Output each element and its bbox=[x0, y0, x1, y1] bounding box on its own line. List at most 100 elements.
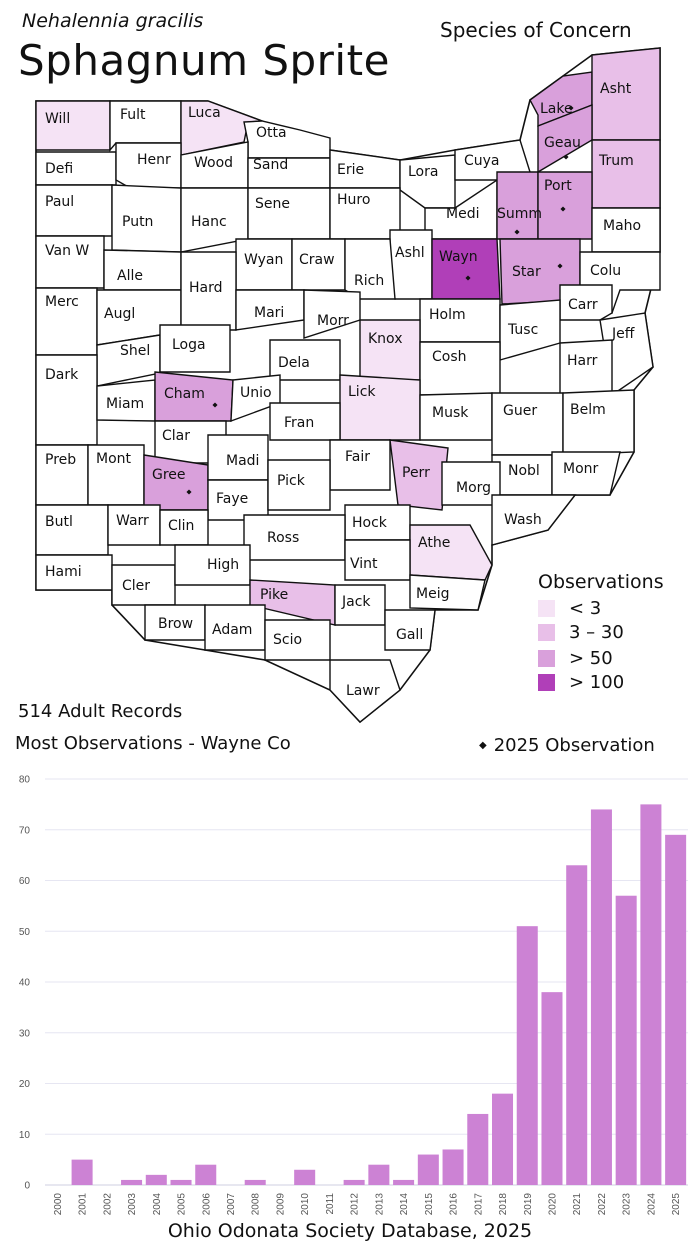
records-count: 514 Adult Records bbox=[18, 701, 183, 722]
county-label: Otta bbox=[256, 125, 287, 141]
y-tick-label: 80 bbox=[19, 775, 31, 786]
county-label: Fair bbox=[345, 449, 370, 465]
county-label: Faye bbox=[216, 491, 248, 507]
county-label: Port bbox=[544, 178, 572, 194]
x-tick-label: 2012 bbox=[350, 1193, 361, 1216]
county-label: Fult bbox=[120, 107, 146, 123]
obs-2025-label: 2025 Observation bbox=[493, 735, 655, 756]
county-label: Hard bbox=[189, 280, 223, 296]
county-label: Jeff bbox=[611, 326, 635, 342]
bar-2010 bbox=[294, 1169, 316, 1185]
bar-2020 bbox=[541, 992, 563, 1185]
conservation-status: Species of Concern bbox=[440, 18, 632, 42]
county-wash bbox=[491, 494, 577, 546]
county-label: Harr bbox=[567, 353, 598, 369]
county-label: Alle bbox=[117, 268, 143, 284]
x-tick-label: 2015 bbox=[424, 1193, 435, 1216]
obs-2025-marker bbox=[465, 275, 471, 281]
county-label: Wood bbox=[194, 155, 233, 171]
x-tick-label: 2004 bbox=[152, 1193, 163, 1216]
county-paul bbox=[35, 184, 113, 237]
county-label: Pike bbox=[260, 587, 288, 603]
county-label: Guer bbox=[503, 403, 537, 419]
county-perr bbox=[389, 439, 449, 511]
county-label: Fran bbox=[284, 415, 314, 431]
county-label: Perr bbox=[402, 465, 430, 481]
county-label: Trum bbox=[598, 153, 634, 169]
county-label: Warr bbox=[116, 513, 149, 529]
x-tick-label: 2024 bbox=[646, 1193, 657, 1216]
y-tick-label: 40 bbox=[19, 978, 31, 989]
county-label: Loga bbox=[172, 337, 206, 353]
obs-2025-marker bbox=[186, 489, 192, 495]
county-label: Clin bbox=[168, 518, 194, 534]
legend-title: Observations bbox=[538, 571, 664, 593]
county-knox bbox=[359, 319, 421, 381]
county-label: Cuya bbox=[464, 153, 500, 169]
county-label: Wyan bbox=[244, 252, 283, 268]
county-butl bbox=[35, 504, 109, 556]
county-label: Carr bbox=[568, 297, 598, 313]
y-tick-label: 60 bbox=[19, 876, 31, 887]
county-label: Geau bbox=[544, 135, 581, 151]
data-source: Ohio Odonata Society Database, 2025 bbox=[167, 1220, 533, 1242]
y-tick-label: 70 bbox=[19, 825, 31, 836]
county-label: Colu bbox=[590, 263, 621, 279]
county-loga bbox=[159, 324, 231, 373]
yearly-bar-chart: 0 10 20 30 40 50 60 70 80 2000 2001 2002 2003 2004 20… bbox=[19, 775, 688, 1216]
y-tick-label: 50 bbox=[19, 927, 31, 938]
county-label: Lick bbox=[348, 384, 376, 400]
x-tick-label: 2011 bbox=[325, 1193, 336, 1215]
x-tick-label: 2013 bbox=[374, 1193, 385, 1216]
county-label: Gree bbox=[152, 467, 186, 483]
county-label: Adam bbox=[212, 622, 252, 638]
y-tick-label: 30 bbox=[19, 1028, 31, 1039]
county-label: Tusc bbox=[507, 322, 538, 338]
x-tick-label: 2016 bbox=[449, 1193, 460, 1216]
bar-2012 bbox=[343, 1179, 365, 1185]
county-label: Morr bbox=[317, 313, 349, 329]
legend-label: < 3 bbox=[569, 597, 602, 619]
county-label: Huro bbox=[337, 192, 370, 208]
x-tick-label: 2006 bbox=[201, 1193, 212, 1216]
county-label: Belm bbox=[570, 402, 606, 418]
county-monr bbox=[551, 451, 621, 496]
county-label: High bbox=[207, 557, 239, 573]
x-tick-label: 2014 bbox=[399, 1193, 410, 1216]
county-label: Star bbox=[512, 264, 541, 280]
legend-label: > 100 bbox=[569, 671, 625, 693]
x-tick-label: 2018 bbox=[498, 1193, 509, 1216]
county-label: Paul bbox=[45, 194, 74, 210]
x-tick-label: 2019 bbox=[523, 1193, 534, 1216]
x-tick-label: 2022 bbox=[597, 1193, 608, 1216]
x-tick-label: 2021 bbox=[572, 1193, 583, 1216]
x-tick-label: 2017 bbox=[473, 1193, 484, 1216]
county-label: Miam bbox=[106, 396, 144, 412]
county-label: Jack bbox=[341, 594, 371, 610]
county-label: Wash bbox=[504, 512, 542, 528]
county-label: Butl bbox=[45, 514, 73, 530]
county-label: Medi bbox=[446, 206, 479, 222]
x-tick-label: 2005 bbox=[177, 1193, 188, 1216]
x-tick-label: 2001 bbox=[78, 1193, 89, 1216]
county-label: Will bbox=[45, 111, 70, 127]
county-label: Wayn bbox=[439, 249, 478, 265]
county-label: Unio bbox=[240, 385, 272, 401]
bar-2014 bbox=[393, 1179, 415, 1185]
county-label: Athe bbox=[418, 535, 450, 551]
county-label: Rich bbox=[354, 273, 384, 289]
bar-2001 bbox=[71, 1159, 93, 1185]
county-trum bbox=[591, 139, 661, 209]
legend-label: > 50 bbox=[569, 647, 613, 669]
bar-2018 bbox=[492, 1093, 514, 1185]
bar-2005 bbox=[170, 1179, 192, 1185]
county-label: Musk bbox=[432, 405, 469, 421]
bar-2022 bbox=[590, 809, 612, 1185]
most-observations: Most Observations - Wayne Co bbox=[15, 733, 291, 754]
legend-label: 3 – 30 bbox=[569, 621, 624, 643]
bar-2019 bbox=[516, 926, 538, 1185]
scientific-name: Nehalennia gracilis bbox=[22, 10, 204, 32]
dot-icon: ◆ bbox=[479, 740, 487, 751]
county-ashl bbox=[389, 229, 433, 300]
bar-2017 bbox=[467, 1113, 489, 1185]
